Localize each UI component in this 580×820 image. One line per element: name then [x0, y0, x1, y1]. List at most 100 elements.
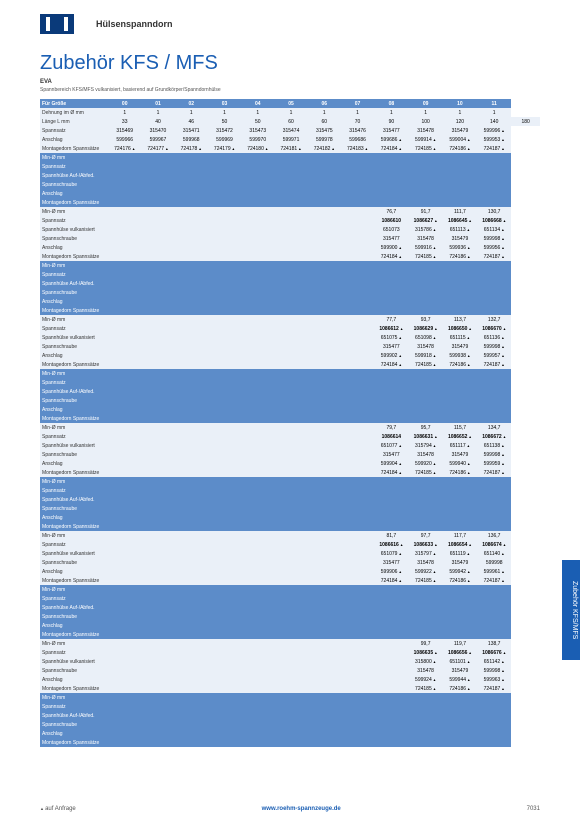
cell [208, 378, 241, 387]
cell [108, 603, 141, 612]
cell [208, 540, 241, 549]
cell [208, 684, 241, 693]
row-label: Spannschraube [40, 342, 108, 351]
cell [141, 684, 174, 693]
cell [108, 288, 141, 297]
row-label: Min-Ø mm [40, 585, 108, 594]
cell [308, 297, 341, 306]
cell [141, 477, 174, 486]
table-row: Montagedorn Spannsätze [40, 738, 540, 747]
cell [274, 612, 307, 621]
cell [308, 450, 341, 459]
cell [208, 279, 241, 288]
cell [175, 297, 208, 306]
cell [274, 657, 307, 666]
cell [477, 522, 511, 531]
cell [274, 405, 307, 414]
cell [443, 288, 477, 297]
cell [141, 405, 174, 414]
cell [241, 279, 274, 288]
col-size: 10 [443, 99, 477, 108]
row-label: Spannschraube [40, 504, 108, 513]
cell [208, 729, 241, 738]
cell [141, 459, 174, 468]
row-label: Montagedorn Spannsätze [40, 144, 108, 153]
table-row: Spannhülse Auf-/Abfed. [40, 279, 540, 288]
cell [374, 171, 408, 180]
table-row: Spannhülse vulkanisiert65107931579765111… [40, 549, 540, 558]
cell [141, 675, 174, 684]
cell [208, 612, 241, 621]
cell [274, 459, 307, 468]
cell [241, 684, 274, 693]
cell [108, 468, 141, 477]
cell [341, 711, 374, 720]
table-row: Spannschraube [40, 396, 540, 405]
cell [274, 666, 307, 675]
cell [274, 333, 307, 342]
cell [308, 441, 341, 450]
footer-left: auf Anfrage [40, 806, 76, 812]
cell [108, 666, 141, 675]
row-label: Anschlag [40, 567, 108, 576]
cell [175, 324, 208, 333]
cell: 724187 [477, 144, 511, 153]
row-label: Min-Ø mm [40, 207, 108, 216]
cell [341, 234, 374, 243]
cell: 599968 [175, 135, 208, 144]
cell [341, 585, 374, 594]
cell [241, 504, 274, 513]
cell: 599902 [374, 351, 408, 360]
cell [308, 495, 341, 504]
cell [274, 234, 307, 243]
cell [443, 603, 477, 612]
cell [341, 738, 374, 747]
col-size: 01 [141, 99, 174, 108]
cell [274, 558, 307, 567]
cell [341, 162, 374, 171]
row-label: Spannsatz [40, 702, 108, 711]
cell [341, 540, 374, 549]
table-row: Anschlag599904599920599940599959 [40, 459, 540, 468]
cell [208, 477, 241, 486]
cell [108, 315, 141, 324]
cell [274, 630, 307, 639]
cell [141, 279, 174, 288]
cell [208, 531, 241, 540]
cell [308, 567, 341, 576]
cell [108, 189, 141, 198]
cell [341, 693, 374, 702]
table-row: Min-Ø mm [40, 585, 540, 594]
cell: 599998 [477, 342, 511, 351]
cell [175, 423, 208, 432]
cell [141, 468, 174, 477]
cell [175, 576, 208, 585]
cell [208, 243, 241, 252]
cell: 315472 [208, 126, 241, 135]
cell: 651140 [477, 549, 511, 558]
cell [374, 405, 408, 414]
cell [175, 603, 208, 612]
cell [274, 153, 307, 162]
table-row: Spannhülse vulkanisiert65107331578665111… [40, 225, 540, 234]
cell [208, 576, 241, 585]
cell: 315478 [408, 234, 442, 243]
cell [443, 297, 477, 306]
brand-text: Hülsenspanndorn [96, 19, 173, 29]
cell [241, 612, 274, 621]
cell: 599936 [443, 243, 477, 252]
cell [443, 189, 477, 198]
cell [308, 468, 341, 477]
cell [374, 477, 408, 486]
cell [208, 594, 241, 603]
cell [308, 342, 341, 351]
cell [408, 720, 442, 729]
table-row: Spannschraube [40, 504, 540, 513]
cell [274, 603, 307, 612]
cell [208, 342, 241, 351]
cell [108, 738, 141, 747]
cell [208, 639, 241, 648]
cell [274, 396, 307, 405]
cell: 651079 [374, 549, 408, 558]
cell [241, 405, 274, 414]
